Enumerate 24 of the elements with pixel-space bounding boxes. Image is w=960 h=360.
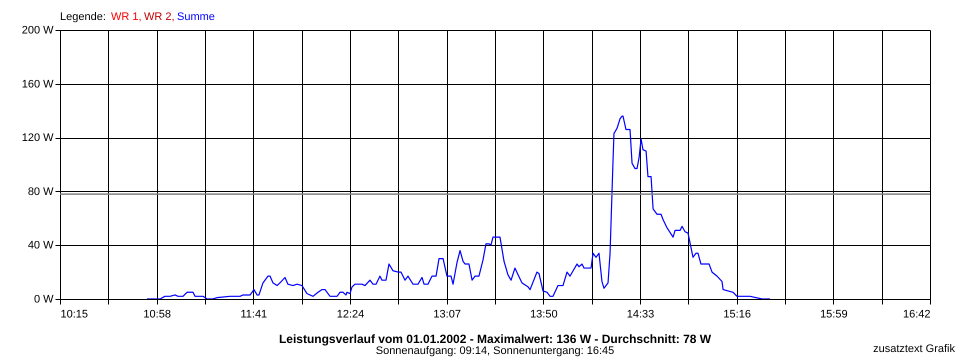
text: Summe — [177, 11, 215, 23]
x-tick-label: 10:15 — [60, 308, 88, 320]
x-tick-label: 16:42 — [902, 308, 930, 320]
x-tick-label: 15:59 — [820, 308, 848, 320]
text: zusatztext Grafik — [873, 343, 956, 355]
legend-label: WR 1, — [111, 11, 142, 23]
x-tick-label: 12:24 — [336, 308, 364, 320]
x-tick-label: 13:07 — [433, 308, 461, 320]
text: Sonnenaufgang: 09:14, Sonnenuntergang: 16:45 — [376, 345, 614, 357]
y-tick-label: 80 W — [28, 186, 54, 198]
y-tick-label: 40 W — [28, 240, 54, 252]
line-series — [146, 115, 771, 299]
y-tick-label: 200 W — [22, 24, 54, 36]
x-tick-label: 11:41 — [240, 308, 268, 320]
legend-title: Legende: — [60, 11, 106, 23]
x-tick-label: 10:58 — [143, 308, 171, 320]
y-tick-label: 0 W — [34, 294, 54, 306]
x-tick-label: 13:50 — [530, 308, 558, 320]
legend-label: WR 2, — [144, 11, 175, 23]
y-tick-label: 120 W — [22, 132, 54, 144]
y-tick-label: 160 W — [22, 78, 54, 90]
text: Leistungsverlauf vom 01.01.2002 - Maximalwert: 136 W - Durchschnitt: 78 W — [278, 332, 712, 346]
x-tick-label: 15:16 — [723, 308, 751, 320]
x-tick-label: 14:33 — [626, 308, 654, 320]
